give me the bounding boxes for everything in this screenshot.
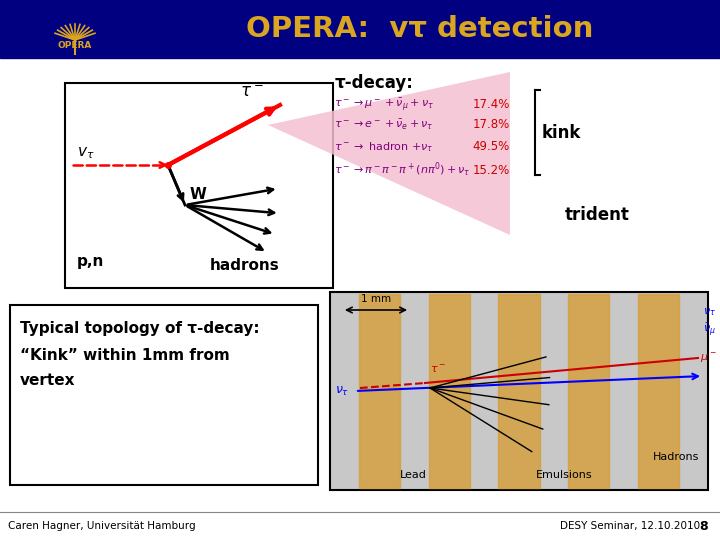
Text: $\tau^-$: $\tau^-$ (430, 364, 446, 375)
Text: 17.8%: 17.8% (473, 118, 510, 132)
Bar (0, 0, 720, 58)
Text: Caren Hagner, Universität Hamburg: Caren Hagner, Universität Hamburg (8, 521, 196, 531)
Text: $\mu^-$: $\mu^-$ (700, 352, 717, 365)
Bar (65, 83, 333, 288)
Text: kink: kink (542, 124, 581, 141)
Text: OPERA:  vτ detection: OPERA: vτ detection (246, 15, 594, 43)
Text: 1 mm: 1 mm (361, 294, 391, 304)
Text: W: W (190, 187, 207, 202)
Polygon shape (268, 72, 510, 235)
Text: τ-decay:: τ-decay: (335, 74, 414, 92)
Text: 15.2%: 15.2% (473, 164, 510, 177)
Bar (568, 294, 610, 488)
Text: Emulsions: Emulsions (536, 470, 593, 480)
Text: $\nu_\tau$: $\nu_\tau$ (335, 384, 349, 397)
Text: $\tau^-$: $\tau^-$ (240, 83, 264, 101)
Text: DESY Seminar, 12.10.2010: DESY Seminar, 12.10.2010 (560, 521, 700, 531)
Text: $\bar{\nu}_\mu$: $\bar{\nu}_\mu$ (703, 322, 716, 338)
Text: trident: trident (565, 206, 630, 224)
Bar (638, 294, 680, 488)
Bar (498, 294, 539, 488)
Text: $\tau^- \rightarrow e^- + \bar{\nu}_e + \nu_\tau$: $\tau^- \rightarrow e^- + \bar{\nu}_e + … (334, 118, 433, 132)
Text: hadrons: hadrons (210, 258, 280, 273)
Text: Lead: Lead (400, 470, 426, 480)
Text: Hadrons: Hadrons (653, 452, 699, 462)
Text: OPERA: OPERA (58, 41, 92, 50)
Bar (10, 305, 318, 485)
Text: $\tau^- \rightarrow \mu^- + \bar{\nu}_\mu + \nu_\tau$: $\tau^- \rightarrow \mu^- + \bar{\nu}_\m… (334, 97, 434, 113)
Bar (0, 512, 720, 540)
Text: 17.4%: 17.4% (472, 98, 510, 111)
Text: $\nu_\tau$: $\nu_\tau$ (703, 306, 716, 318)
Bar (330, 292, 708, 490)
Text: “Kink” within 1mm from: “Kink” within 1mm from (20, 348, 230, 363)
Text: $\tau^- \rightarrow \pi^-\pi^-\pi^+(n\pi^0) + \nu_\tau$: $\tau^- \rightarrow \pi^-\pi^-\pi^+(n\pi… (334, 161, 471, 179)
Text: vertex: vertex (20, 373, 76, 388)
Text: $\tau^- \rightarrow$ hadron $+ \nu_\tau$: $\tau^- \rightarrow$ hadron $+ \nu_\tau$ (334, 140, 433, 154)
Text: Typical topology of τ-decay:: Typical topology of τ-decay: (20, 321, 260, 336)
Bar (428, 294, 469, 488)
Text: $v_\tau$: $v_\tau$ (77, 145, 94, 161)
Bar (0, 58, 720, 512)
Text: p,n: p,n (77, 254, 104, 269)
Text: 8: 8 (699, 519, 708, 532)
Text: 49.5%: 49.5% (473, 140, 510, 153)
Bar (359, 294, 400, 488)
